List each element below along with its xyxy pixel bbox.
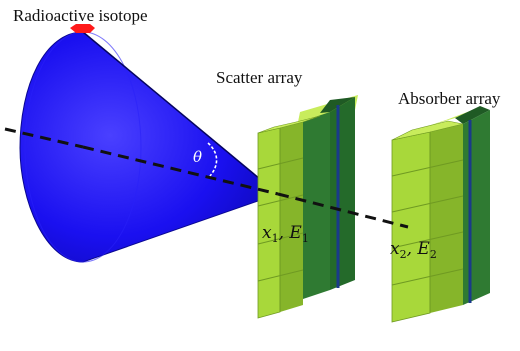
absorber-energy-subscript: 2 bbox=[430, 248, 437, 261]
scatter-interaction-label: x1, E1 bbox=[262, 223, 309, 245]
absorber-interaction-label: x2, E2 bbox=[390, 239, 437, 261]
scatter-energy-subscript: 1 bbox=[302, 232, 309, 245]
radioactive-source bbox=[70, 24, 95, 33]
absorber-position-symbol: x bbox=[390, 239, 400, 259]
source-label: Radioactive isotope bbox=[13, 6, 148, 25]
angle-theta-label: θ bbox=[193, 148, 202, 166]
angle-arc bbox=[207, 142, 218, 177]
absorber-array bbox=[391, 106, 490, 323]
absorber-position-subscript: 2 bbox=[400, 248, 407, 261]
scatter-array bbox=[257, 95, 358, 319]
scatter-position-symbol: x bbox=[262, 223, 272, 243]
cone-axis bbox=[4, 127, 409, 229]
scatter-position-subscript: 1 bbox=[272, 232, 279, 245]
scatter-energy-symbol: E bbox=[288, 223, 302, 243]
scatter-array-label: Scatter array bbox=[216, 68, 303, 87]
compton-cone bbox=[19, 31, 280, 263]
absorber-array-label: Absorber array bbox=[398, 89, 501, 108]
absorber-energy-symbol: E bbox=[416, 239, 430, 259]
